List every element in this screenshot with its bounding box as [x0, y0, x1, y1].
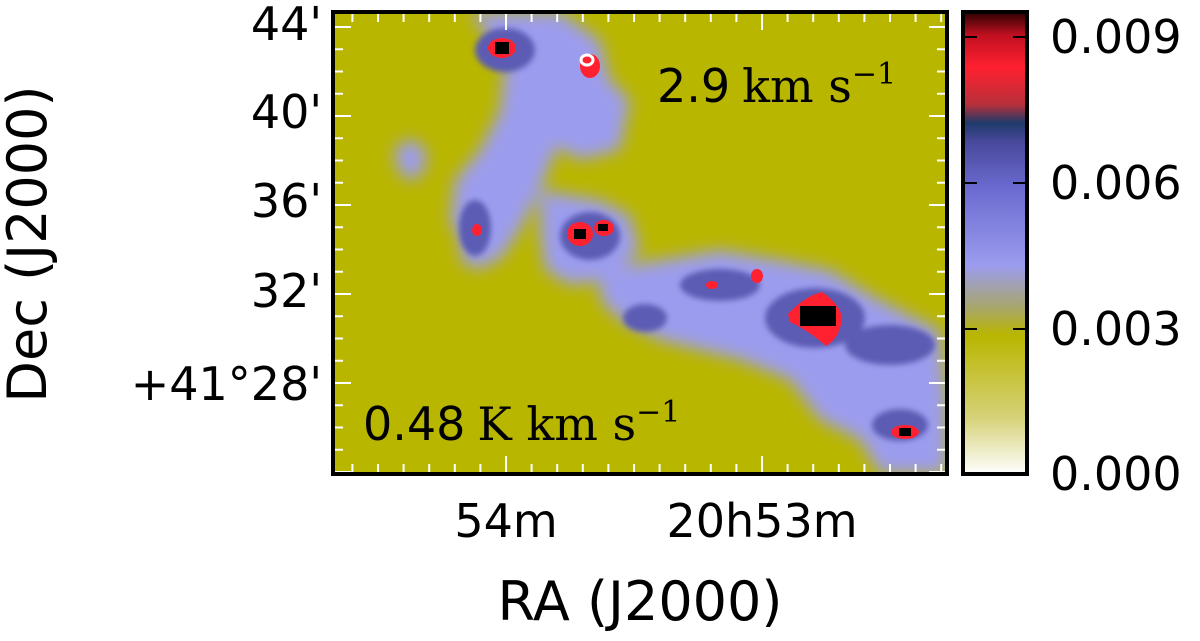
colorbar-frame [961, 10, 1029, 476]
x-tick-label: 54m [454, 494, 557, 548]
clump-east-a [751, 269, 763, 283]
colorbar-ticks [963, 36, 1027, 330]
y-tick-label: 44' [251, 0, 322, 51]
contour-annotation: 0.48 K km s−1 [363, 395, 680, 451]
clump-east-core [800, 306, 836, 326]
y-tick-label: 32' [251, 264, 322, 318]
clump-west [472, 224, 482, 236]
y-tick-label: 40' [251, 85, 322, 139]
y-tick-label: +41°28' [131, 357, 322, 411]
clump-north-core [495, 42, 509, 54]
colorbar-tick-label: 0.000 [1050, 447, 1182, 501]
y-axis-label: Dec (J2000) [0, 85, 59, 402]
clump-north-b-contour [579, 53, 595, 67]
clump-north-b [580, 54, 600, 78]
x-tick-label: 20h53m [666, 494, 857, 548]
x-tick-labels: 54m 20h53m [454, 494, 857, 548]
map-panel [333, 12, 947, 474]
map-minor-ticks [333, 12, 947, 474]
colorbar: 0.000 0.003 0.006 0.009 [961, 10, 1182, 501]
y-tick-labels: 44' 40' 36' 32' +41°28' [131, 0, 322, 411]
clump-center-b-core [598, 224, 608, 231]
colorbar-tick-labels: 0.000 0.003 0.006 0.009 [1050, 10, 1182, 501]
colorbar-tick-label: 0.009 [1050, 10, 1182, 64]
colorbar-tick-label: 0.003 [1050, 302, 1182, 356]
clump-center-core [574, 229, 586, 239]
clump-southeast-core [899, 428, 911, 436]
clump-east-b [706, 281, 718, 289]
y-tick-label: 36' [251, 174, 322, 228]
colorbar-gradient [963, 12, 1027, 474]
x-axis-label: RA (J2000) [498, 570, 783, 633]
velocity-annotation: 2.9 km s−1 [657, 57, 896, 113]
dense-clumps [472, 38, 919, 439]
map-frame [331, 10, 949, 476]
colorbar-tick-label: 0.006 [1050, 156, 1182, 210]
